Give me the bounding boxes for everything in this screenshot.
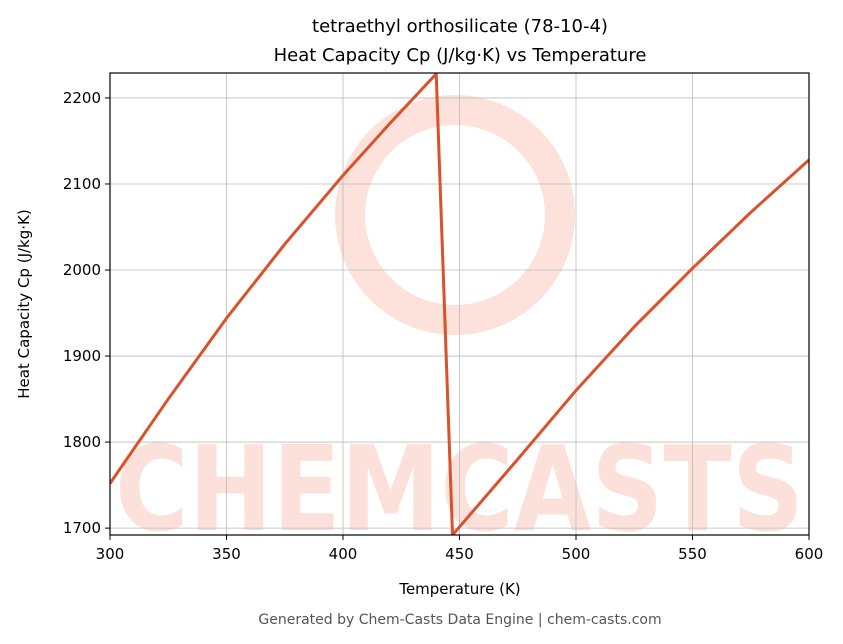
x-tick-label: 550	[678, 545, 707, 563]
watermark-logo	[335, 95, 575, 335]
x-tick-label: 350	[212, 545, 241, 563]
x-axis-label: Temperature (K)	[398, 580, 520, 598]
y-tick-label: 2100	[63, 175, 101, 193]
plot-frame	[109, 72, 810, 536]
chart-title: tetraethyl orthosilicate (78-10-4)	[312, 16, 608, 37]
y-tick-label: 1900	[63, 347, 101, 365]
y-tick-label: 2200	[63, 89, 101, 107]
chart-subtitle: Heat Capacity Cp (J/kg·K) vs Temperature	[274, 45, 647, 66]
footer: Generated by Chem-Casts Data Engine | ch…	[258, 612, 661, 628]
x-tick-label: 600	[795, 545, 824, 563]
y-tick-label: 1800	[63, 433, 101, 451]
y-tick-label: 2000	[63, 261, 101, 279]
x-tick-label: 500	[562, 545, 591, 563]
x-tick-label: 450	[445, 545, 474, 563]
line	[110, 73, 809, 535]
y-tick-label: 1700	[63, 519, 101, 537]
x-tick-label: 400	[329, 545, 358, 563]
y-axis-label: Heat Capacity Cp (J/kg·K)	[15, 209, 33, 398]
x-tick-label: 300	[96, 545, 125, 563]
